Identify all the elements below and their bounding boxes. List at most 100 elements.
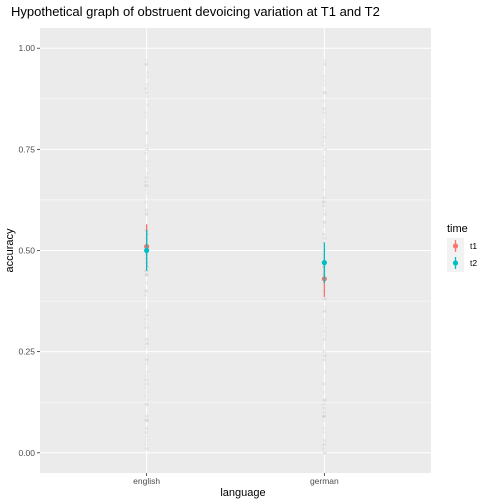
raw-point bbox=[321, 297, 326, 301]
raw-point bbox=[144, 394, 148, 398]
raw-point bbox=[323, 382, 327, 386]
raw-point bbox=[144, 273, 148, 277]
raw-point bbox=[144, 382, 148, 386]
raw-point bbox=[145, 337, 149, 342]
raw-point bbox=[144, 212, 149, 216]
raw-point bbox=[322, 414, 326, 418]
raw-point bbox=[145, 273, 149, 277]
x-tick-label: german bbox=[310, 476, 339, 486]
x-tick-label: english bbox=[133, 476, 160, 486]
raw-point bbox=[144, 434, 149, 439]
raw-point bbox=[144, 362, 149, 366]
raw-point bbox=[145, 273, 149, 277]
raw-point bbox=[322, 414, 326, 418]
raw-point bbox=[323, 354, 327, 358]
raw-point bbox=[322, 220, 327, 224]
raw-point bbox=[323, 91, 327, 95]
raw-point bbox=[144, 62, 148, 67]
raw-point bbox=[322, 236, 327, 240]
raw-point bbox=[145, 163, 149, 168]
raw-point bbox=[322, 410, 326, 414]
raw-point bbox=[144, 111, 148, 115]
raw-point bbox=[322, 91, 326, 95]
raw-point bbox=[323, 220, 327, 224]
legend-item-t1: t1 bbox=[447, 238, 477, 255]
raw-point bbox=[322, 74, 326, 79]
raw-point bbox=[144, 317, 148, 321]
raw-point bbox=[322, 196, 326, 200]
raw-point bbox=[144, 414, 148, 418]
raw-point bbox=[322, 354, 327, 358]
raw-point bbox=[321, 200, 326, 204]
raw-point bbox=[322, 414, 326, 418]
raw-point bbox=[323, 329, 327, 334]
raw-point bbox=[323, 443, 327, 447]
series-t2 bbox=[144, 230, 327, 283]
raw-point bbox=[322, 350, 326, 354]
raw-point bbox=[144, 325, 148, 329]
raw-point bbox=[322, 418, 326, 423]
raw-point bbox=[322, 414, 326, 418]
raw-point bbox=[144, 418, 148, 423]
raw-point bbox=[145, 337, 149, 342]
raw-point bbox=[323, 131, 327, 135]
raw-point bbox=[322, 159, 326, 164]
raw-point bbox=[322, 204, 326, 208]
raw-point bbox=[323, 354, 327, 358]
raw-point bbox=[322, 196, 326, 200]
raw-point bbox=[323, 147, 327, 151]
raw-point bbox=[144, 180, 148, 184]
raw-point bbox=[322, 321, 326, 325]
raw-point bbox=[322, 410, 326, 414]
y-tick-label: 0.00 bbox=[18, 448, 35, 458]
raw-point bbox=[322, 402, 326, 406]
raw-point bbox=[145, 192, 149, 196]
raw-point bbox=[322, 220, 326, 224]
raw-point bbox=[145, 159, 149, 164]
raw-point bbox=[145, 184, 149, 188]
x-axis: english german bbox=[133, 473, 339, 486]
raw-point bbox=[144, 402, 148, 406]
raw-point bbox=[322, 200, 326, 204]
raw-point bbox=[323, 83, 327, 87]
raw-point bbox=[144, 212, 149, 216]
raw-point bbox=[323, 398, 327, 402]
raw-point bbox=[322, 337, 326, 342]
raw-point bbox=[144, 131, 148, 135]
raw-point bbox=[145, 358, 149, 362]
raw-point bbox=[145, 172, 149, 176]
raw-point bbox=[323, 135, 327, 139]
raw-point bbox=[321, 188, 325, 192]
raw-point bbox=[144, 402, 149, 406]
y-axis-title: accuracy bbox=[4, 228, 16, 273]
raw-point bbox=[144, 289, 148, 293]
raw-point bbox=[322, 402, 326, 406]
raw-point bbox=[145, 147, 149, 151]
raw-point bbox=[144, 374, 148, 378]
raw-point bbox=[323, 398, 327, 402]
raw-point bbox=[322, 451, 326, 455]
raw-point bbox=[144, 309, 148, 313]
raw-point bbox=[323, 451, 327, 455]
raw-point bbox=[146, 414, 150, 418]
raw-point bbox=[144, 87, 148, 91]
raw-point bbox=[322, 358, 327, 362]
raw-point bbox=[323, 176, 327, 180]
raw-point bbox=[323, 297, 327, 301]
y-tick-label: 1.00 bbox=[18, 43, 35, 53]
legend-key-point bbox=[452, 260, 459, 266]
raw-point bbox=[323, 212, 327, 216]
raw-point bbox=[146, 382, 150, 386]
raw-point bbox=[145, 83, 149, 87]
legend-item-t2: t2 bbox=[447, 255, 477, 272]
raw-point bbox=[323, 309, 327, 313]
y-tick-label: 0.50 bbox=[18, 246, 35, 256]
raw-point bbox=[322, 232, 326, 236]
raw-point bbox=[322, 443, 326, 447]
raw-point bbox=[321, 107, 326, 111]
series bbox=[144, 224, 327, 298]
raw-point bbox=[321, 143, 326, 147]
raw-point bbox=[322, 451, 326, 455]
